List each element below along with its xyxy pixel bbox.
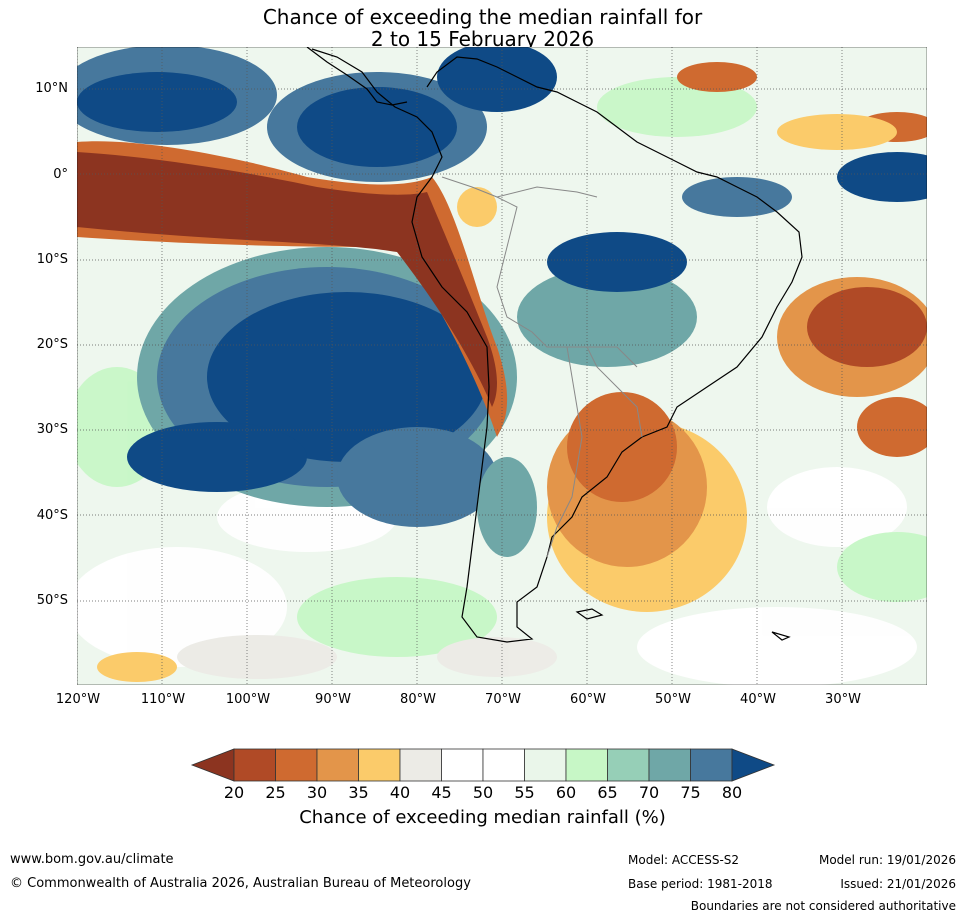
lon-label-60w: 60°W: [570, 692, 606, 707]
colorbar-segment: [233, 748, 276, 782]
footer-issued: Issued: 21/01/2026: [840, 877, 956, 891]
colorbar-tick-label: 80: [721, 783, 743, 802]
colorbar-segment: [607, 748, 650, 782]
colorbar-tick-label: 40: [389, 783, 411, 802]
colorbar-segment: [399, 748, 442, 782]
lat-label-20s: 20°S: [36, 337, 68, 352]
dry-anomaly-areas: [77, 62, 927, 682]
colorbar-label: Chance of exceeding median rainfall (%): [299, 807, 666, 828]
south-georgia: [771, 631, 791, 641]
footer-model-run: Model run: 19/01/2026: [818, 853, 956, 867]
lon-label-40w: 40°W: [740, 692, 776, 707]
rainfall-map: [77, 47, 927, 685]
colorbar-tick-label: 20: [223, 783, 245, 802]
colorbar-tick-label: 60: [555, 783, 577, 802]
colorbar-tick-label: 65: [597, 783, 618, 802]
lat-label-40s: 40°S: [36, 508, 68, 523]
south-america-coastline: [311, 48, 803, 643]
central-america-coastline: [306, 47, 408, 106]
colorbar-segment: [690, 748, 733, 782]
footer-copyright: © Commonwealth of Australia 2026, Austra…: [10, 876, 471, 891]
colorbar-tick-label: 35: [348, 783, 369, 802]
colorbar-segment: [648, 748, 691, 782]
colorbar-tick-label: 75: [680, 783, 701, 802]
colorbar-segment: [441, 748, 484, 782]
colorbar-extend-low: [190, 748, 235, 782]
colorbar-tick-label: 50: [472, 783, 494, 802]
colorbar-tick-label: 70: [638, 783, 660, 802]
falkland-islands: [575, 608, 604, 620]
colorbar-segment: [316, 748, 359, 782]
colorbar-segment: [565, 748, 608, 782]
lon-label-100w: 100°W: [225, 692, 271, 707]
colorbar-segment: [524, 748, 567, 782]
map-title-line1: Chance of exceeding the median rainfall …: [262, 5, 703, 29]
lon-label-50w: 50°W: [655, 692, 691, 707]
lat-label-10s: 10°S: [36, 252, 68, 267]
lon-label-110w: 110°W: [140, 692, 186, 707]
lon-label-90w: 90°W: [315, 692, 351, 707]
footer-website: www.bom.gov.au/climate: [10, 852, 174, 867]
lat-label-50s: 50°S: [36, 593, 68, 608]
lat-label-10n: 10°N: [35, 81, 68, 96]
colorbar-tick-label: 30: [306, 783, 328, 802]
lon-label-80w: 80°W: [400, 692, 436, 707]
colorbar-tick-label: 25: [265, 783, 286, 802]
lat-label-0: 0°: [53, 167, 68, 182]
footer-disclaimer: Boundaries are not considered authoritat…: [690, 899, 956, 913]
graticule: [77, 47, 927, 685]
colorbar-extend-high: [731, 748, 776, 782]
lon-label-70w: 70°W: [485, 692, 521, 707]
lon-label-120w: 120°W: [55, 692, 101, 707]
colorbar-segment: [275, 748, 318, 782]
country-borders: [441, 176, 643, 558]
colorbar-tick-label: 45: [431, 783, 452, 802]
footer-base-period: Base period: 1981-2018: [628, 877, 773, 891]
colorbar-tick-label: 55: [514, 783, 535, 802]
colorbar-segment: [482, 748, 525, 782]
footer-model: Model: ACCESS-S2: [628, 853, 740, 867]
lon-label-30w: 30°W: [825, 692, 861, 707]
lat-label-30s: 30°S: [36, 422, 68, 437]
colorbar-segment: [358, 748, 401, 782]
colorbar: [190, 748, 776, 782]
